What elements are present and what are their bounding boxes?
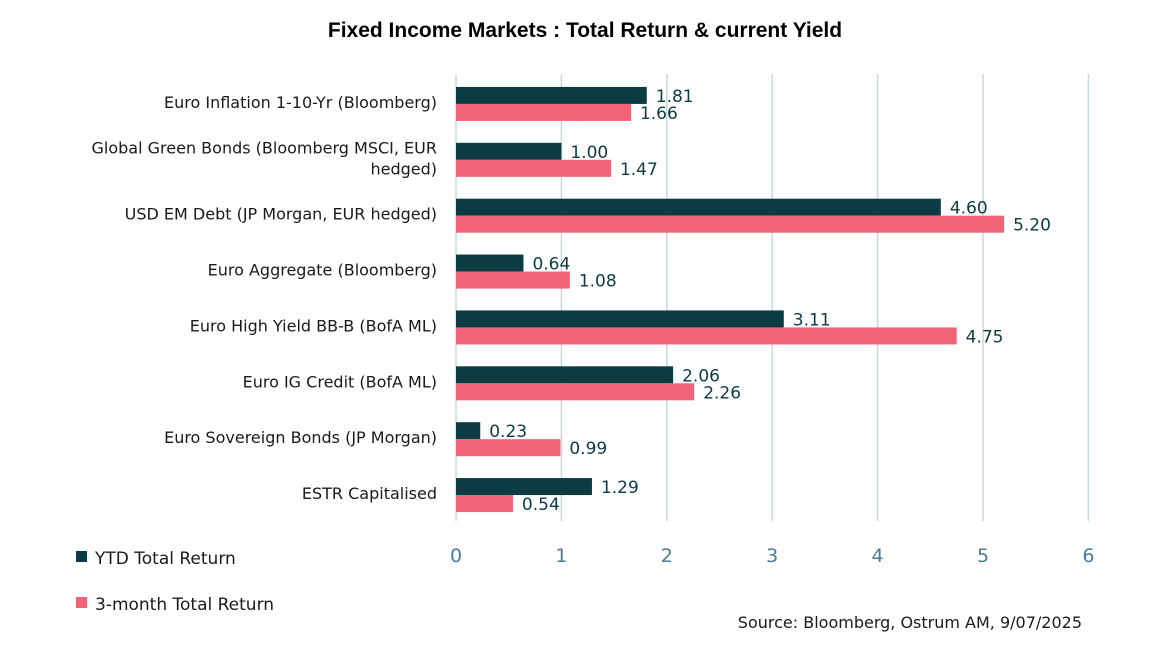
bar-ytd-1 (456, 142, 562, 160)
bar-ytd-7 (456, 478, 592, 496)
category-label-0: Euro Inflation 1-10-Yr (Bloomberg) (164, 93, 437, 112)
value-label-3m-3: 1.08 (579, 272, 617, 292)
value-label-3m-2: 5.20 (1013, 216, 1051, 236)
bar-ytd-6 (456, 422, 481, 440)
bar-3m-0 (456, 103, 631, 121)
category-label-4: Euro High Yield BB-B (BofA ML) (190, 316, 437, 335)
chart-title: Fixed Income Markets : Total Return & cu… (328, 19, 842, 42)
legend-swatch-ytd (76, 551, 87, 562)
x-tick-label-4: 4 (872, 545, 884, 567)
category-label-7: ESTR Capitalised (302, 484, 437, 503)
category-label-2: USD EM Debt (JP Morgan, EUR hedged) (125, 205, 437, 224)
x-tick-label-1: 1 (555, 545, 567, 567)
value-label-ytd-5: 2.06 (682, 366, 720, 386)
value-label-ytd-4: 3.11 (793, 310, 831, 330)
bar-ytd-5 (456, 366, 674, 384)
value-label-ytd-3: 0.64 (532, 255, 570, 275)
value-label-3m-6: 0.99 (569, 439, 607, 459)
value-label-3m-4: 4.75 (966, 327, 1004, 347)
category-labels: Euro Inflation 1-10-Yr (Bloomberg) Global… (92, 93, 437, 503)
bar-3m-4 (456, 327, 957, 345)
value-label-ytd-0: 1.81 (656, 87, 694, 107)
legend: YTD Total Return 3-month Total Return (76, 549, 274, 615)
value-label-ytd-1: 1.00 (570, 143, 608, 163)
legend-label-ytd: YTD Total Return (94, 549, 236, 569)
category-label-1-line-1: hedged) (370, 159, 437, 178)
x-tick-label-3: 3 (766, 545, 778, 567)
x-tick-label-5: 5 (977, 545, 989, 567)
bar-3m-7 (456, 495, 513, 513)
bar-ytd-4 (456, 310, 784, 328)
x-tick-label-6: 6 (1082, 545, 1094, 567)
category-label-3: Euro Aggregate (Bloomberg) (208, 261, 437, 280)
legend-swatch-3m (76, 597, 87, 608)
bar-ytd-2 (456, 198, 941, 216)
x-tick-label-0: 0 (450, 545, 462, 567)
x-axis-ticks: 0 1 2 3 4 5 6 (450, 545, 1094, 567)
bar-ytd-0 (456, 86, 647, 104)
legend-label-3m: 3-month Total Return (95, 595, 274, 615)
bar-3m-2 (456, 215, 1005, 233)
category-label-5: Euro IG Credit (BofA ML) (243, 372, 437, 391)
bar-3m-6 (456, 439, 561, 457)
bar-3m-5 (456, 383, 695, 401)
value-label-ytd-7: 1.29 (601, 478, 639, 498)
source-note: Source: Bloomberg, Ostrum AM, 9/07/2025 (738, 613, 1082, 632)
bar-ytd-3 (456, 254, 524, 272)
value-label-ytd-6: 0.23 (489, 422, 527, 442)
x-tick-label-2: 2 (661, 545, 673, 567)
category-label-1-line-0: Global Green Bonds (Bloomberg MSCI, EUR (92, 138, 437, 157)
category-label-6: Euro Sovereign Bonds (JP Morgan) (164, 428, 437, 447)
value-label-3m-7: 0.54 (522, 495, 560, 515)
bars (456, 86, 1005, 513)
value-labels: 1.811.66 1.00 1.47 4.60 5.20 0.64 1.08 3.11 4.75… (489, 87, 1051, 515)
bar-3m-3 (456, 271, 570, 289)
value-label-ytd-2: 4.60 (950, 199, 988, 219)
value-label-3m-1: 1.47 (620, 160, 658, 180)
value-label-3m-0: 1.66 (640, 104, 678, 124)
value-label-3m-5: 2.26 (703, 383, 741, 403)
bar-3m-1 (456, 159, 611, 177)
